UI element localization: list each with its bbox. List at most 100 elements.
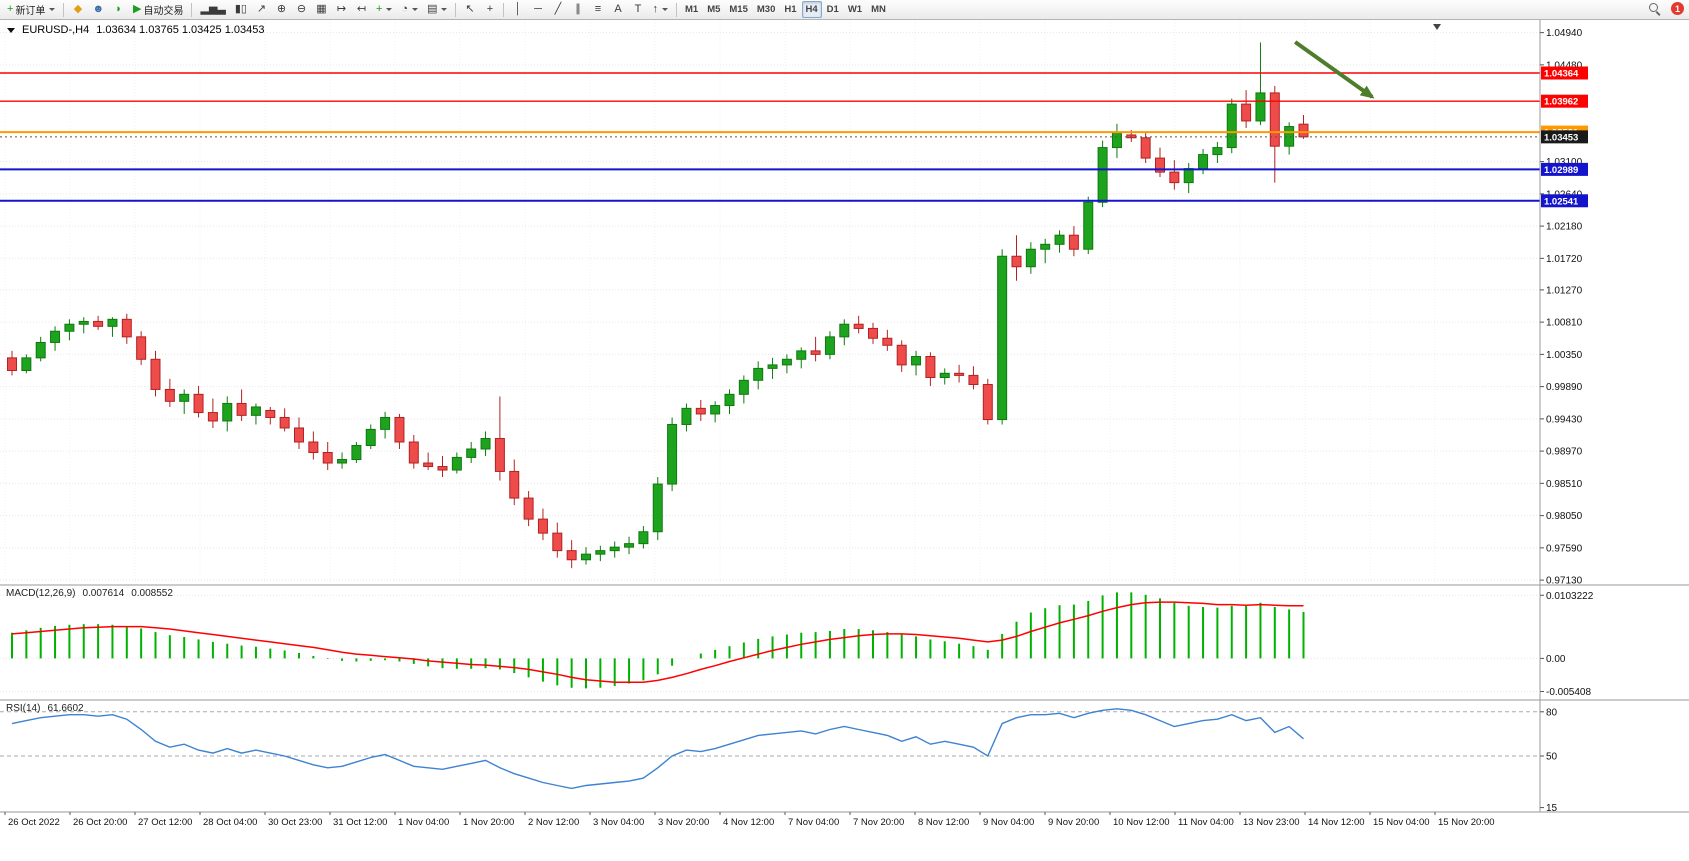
candle-body <box>1241 103 1252 122</box>
time-tick-label: 8 Nov 12:00 <box>918 817 969 828</box>
candle-body <box>968 374 979 386</box>
toolbar-right: 1 <box>1649 2 1684 15</box>
bar-chart-button[interactable]: ▂▅▃ <box>196 1 229 18</box>
candle-body <box>50 330 61 343</box>
candle-body <box>1011 255 1022 268</box>
cursor-button[interactable]: ↖ <box>460 1 479 18</box>
trendline-button[interactable]: ╱ <box>548 1 567 18</box>
candle-body <box>150 358 161 390</box>
zoom-out-button[interactable]: ⊖ <box>292 1 311 18</box>
candle-body <box>337 459 348 464</box>
rsi-axis-label: 80 <box>1546 707 1558 718</box>
time-tick-label: 1 Nov 04:00 <box>398 817 449 828</box>
notification-badge[interactable]: 1 <box>1671 2 1684 15</box>
timeframe-m5-button[interactable]: M5 <box>707 4 721 15</box>
candle-body <box>566 550 577 561</box>
tile-windows-button[interactable]: ▦ <box>312 1 331 18</box>
arrows-button[interactable]: ↑ <box>648 1 672 18</box>
horizontal-line-button[interactable]: ─ <box>528 1 547 18</box>
candle-body <box>207 412 218 422</box>
macd-axis-label: -0.005408 <box>1546 687 1591 698</box>
autotrading-button[interactable]: ▶ 自动交易 <box>129 1 187 18</box>
time-tick-label: 26 Oct 2022 <box>8 817 60 828</box>
new-order-button[interactable]: + 新订单 <box>3 1 59 18</box>
svg-text:1.04364: 1.04364 <box>1544 68 1579 79</box>
timeframe-h1-button[interactable]: H1 <box>784 4 797 15</box>
crosshair-icon: + <box>486 3 494 15</box>
time-tick-label: 30 Oct 23:00 <box>268 817 322 828</box>
chart-shift-marker[interactable] <box>1433 24 1441 30</box>
toolbar-separator <box>63 2 65 17</box>
timeframe-d1-button[interactable]: D1 <box>826 4 839 15</box>
candle-body <box>322 452 333 464</box>
candle-body <box>93 320 104 327</box>
text-icon: A <box>614 3 622 15</box>
candle-body <box>1298 123 1309 138</box>
macd-axis-label: 0.0103222 <box>1546 591 1594 602</box>
timeframe-w1-button[interactable]: W1 <box>847 4 863 15</box>
candle-body <box>724 393 735 407</box>
crosshair-button[interactable]: + <box>480 1 499 18</box>
candle-body <box>839 323 850 338</box>
vertical-line-button[interactable]: │ <box>508 1 527 18</box>
candle-body <box>896 344 907 366</box>
candle-body <box>1140 137 1151 159</box>
trend-arrow-annotation[interactable] <box>1293 40 1375 99</box>
candle-body <box>164 388 175 402</box>
fibonacci-button[interactable]: ≡ <box>588 1 607 18</box>
candle-body <box>265 409 276 418</box>
indicators-button[interactable]: + <box>372 1 396 18</box>
support-button[interactable]: ◗ <box>109 1 128 18</box>
candle-body <box>1097 147 1108 203</box>
chart-canvas[interactable]: 1.049401.044801.031001.026401.021801.017… <box>0 20 1689 861</box>
price-tick-label: 0.98050 <box>1546 511 1583 522</box>
candle-body <box>1169 171 1180 184</box>
search-icon[interactable] <box>1649 2 1661 15</box>
candle-body <box>652 483 663 533</box>
macd-axis-label: 0.00 <box>1546 654 1566 665</box>
candle-body <box>1269 92 1280 147</box>
community-button[interactable]: ☻ <box>88 1 108 18</box>
text-label-button[interactable]: T <box>628 1 647 18</box>
candlestick-chart-button[interactable]: ▮▯ <box>231 1 251 18</box>
candlestick-series <box>7 42 1309 569</box>
new-order-button-label: 新订单 <box>15 6 46 17</box>
chart-header: EURUSD-,H4 1.03634 1.03765 1.03425 1.034… <box>7 24 264 36</box>
candle-body <box>380 416 391 430</box>
candle-body <box>939 372 950 379</box>
templates-button[interactable]: ▤ <box>423 1 451 18</box>
candle-body <box>1068 234 1079 250</box>
zoom-in-button[interactable]: ⊕ <box>272 1 291 18</box>
timeframe-h4-button[interactable]: H4 <box>801 1 822 18</box>
chart-shift-button[interactable]: ↤ <box>352 1 371 18</box>
alerts-button[interactable]: ◆ <box>68 1 87 18</box>
fibonacci-icon: ≡ <box>594 3 602 15</box>
candle-body <box>1111 131 1122 149</box>
tile-windows-icon: ▦ <box>316 3 327 15</box>
timeframe-m1-button[interactable]: M1 <box>684 4 699 15</box>
text-button[interactable]: A <box>608 1 627 18</box>
toolbar-separator <box>675 2 677 17</box>
chart-menu-icon[interactable] <box>7 27 15 33</box>
macd-signal-line <box>11 601 1304 684</box>
channel-button[interactable]: ∥ <box>568 1 587 18</box>
candle-body <box>552 532 563 552</box>
toolbar-separator <box>191 2 193 17</box>
vertical-line-icon: │ <box>514 3 522 15</box>
price-tick-label: 0.99890 <box>1546 382 1583 393</box>
timeframe-m30-button[interactable]: M30 <box>756 4 776 15</box>
candle-body <box>466 448 477 458</box>
candle-body <box>121 318 132 338</box>
candle-body <box>1040 243 1051 250</box>
time-tick-label: 27 Oct 12:00 <box>138 817 192 828</box>
timeframe-m15-button[interactable]: M15 <box>729 4 748 15</box>
candle-body <box>437 466 448 471</box>
horizontal-line-icon: ─ <box>534 3 542 15</box>
time-tick-label: 7 Nov 04:00 <box>788 817 839 828</box>
periods-button[interactable]: ◔ <box>397 1 422 18</box>
candle-body <box>882 337 893 346</box>
time-tick-label: 13 Nov 23:00 <box>1243 817 1300 828</box>
timeframe-mn-button[interactable]: MN <box>871 4 886 15</box>
auto-scroll-button[interactable]: ↦ <box>332 1 351 18</box>
line-chart-button[interactable]: ↗ <box>252 1 271 18</box>
